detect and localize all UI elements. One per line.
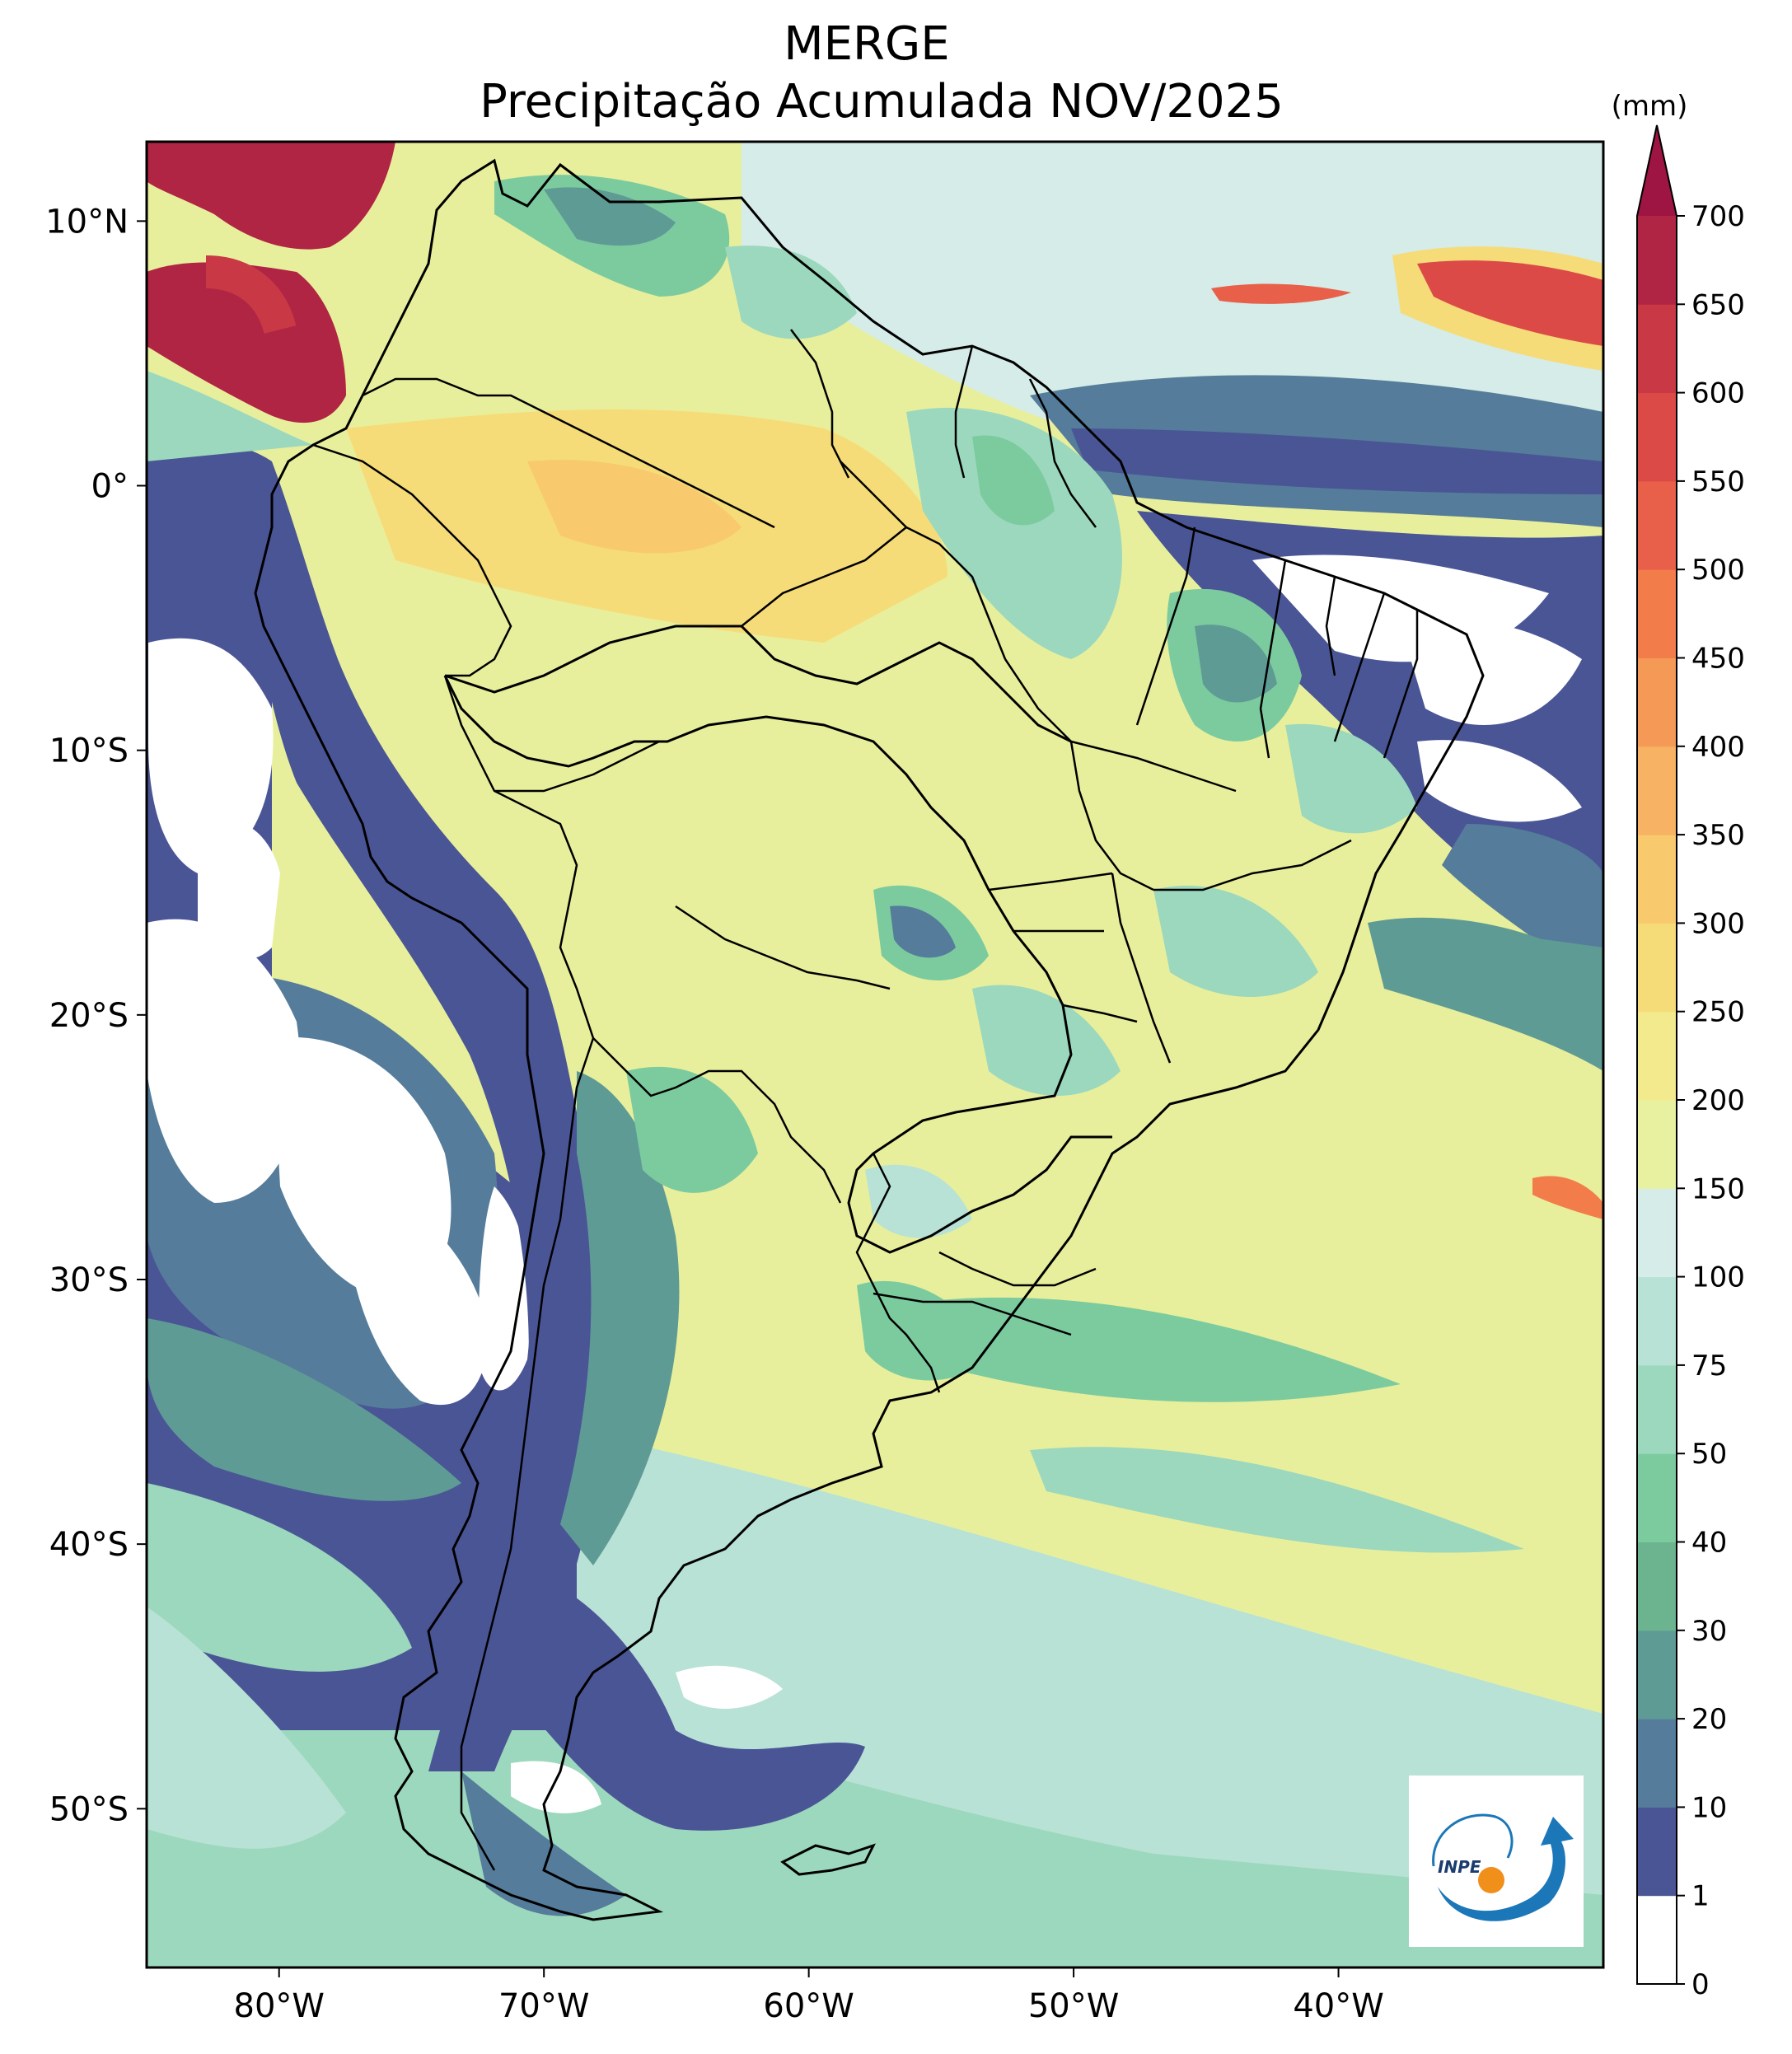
colorbar-segment xyxy=(1637,1895,1677,1985)
country-borders xyxy=(312,377,941,1871)
colorbar-segment xyxy=(1637,1807,1677,1897)
colorbar-segment xyxy=(1637,1100,1677,1189)
colorbar-segment xyxy=(1637,1011,1677,1101)
lat-tick-label: 10°N xyxy=(45,203,129,241)
colorbar-tick-label: 10 xyxy=(1691,1791,1727,1824)
lon-tick-label: 60°W xyxy=(763,1987,854,2025)
colorbar-tick-label: 100 xyxy=(1691,1261,1745,1294)
colorbar-unit: (mm) xyxy=(1612,90,1688,123)
colorbar-tick-label: 40 xyxy=(1691,1527,1727,1560)
logo-orbit xyxy=(1432,1813,1514,1867)
colorbar-segment xyxy=(1637,216,1677,305)
map-frame xyxy=(145,140,1605,1969)
state-borders xyxy=(741,329,1419,1336)
logo-sun-icon xyxy=(1478,1867,1504,1893)
brazil-border xyxy=(443,625,1112,1254)
lat-tick-label: 10°S xyxy=(49,732,129,770)
colorbar-segment xyxy=(1637,835,1677,924)
map-title-line2: Precipitação Acumulada NOV/2025 xyxy=(480,75,1284,129)
coastlines-and-borders xyxy=(254,158,1485,1921)
colorbar-tick-label: 200 xyxy=(1691,1084,1745,1117)
colorbar-tick-label: 30 xyxy=(1691,1615,1727,1648)
colorbar-segment xyxy=(1637,1364,1677,1454)
colorbar-tick-label: 150 xyxy=(1691,1172,1745,1205)
colorbar-tick-label: 350 xyxy=(1691,819,1745,852)
lat-tick-label: 0° xyxy=(91,468,129,506)
colorbar-segment xyxy=(1637,1719,1677,1808)
inpe-logo: INPE xyxy=(1409,1776,1584,1947)
colorbar-outline xyxy=(1636,124,1677,1985)
colorbar-tick-label: 600 xyxy=(1691,377,1745,410)
lat-tick-label: 50°S xyxy=(49,1790,129,1828)
colorbar-tick-label: 250 xyxy=(1691,996,1745,1029)
colorbar-segment xyxy=(1637,1630,1677,1719)
colorbar-tick-label: 300 xyxy=(1691,907,1745,940)
colorbar-segment xyxy=(1637,923,1677,1013)
colorbar-tick-label: 50 xyxy=(1691,1438,1727,1471)
lat-tick-label: 30°S xyxy=(49,1261,129,1299)
south-america-coastline xyxy=(254,158,1485,1921)
colorbar-segment xyxy=(1637,1453,1677,1542)
lon-tick-label: 70°W xyxy=(498,1987,589,2025)
colorbar-tick-label: 700 xyxy=(1691,200,1745,233)
colorbar-tick-label: 550 xyxy=(1691,466,1745,498)
lon-tick-label: 80°W xyxy=(234,1987,325,2025)
map-title-line1: MERGE xyxy=(784,17,949,71)
latitude-axis: 10°N 0° 10°S 20°S 30°S 40°S 50°S xyxy=(45,203,147,1828)
colorbar-segment xyxy=(1637,657,1677,747)
precipitation-field xyxy=(147,142,1603,1967)
longitude-axis: 80°W 70°W 60°W 50°W 40°W xyxy=(234,1967,1384,2025)
colorbar-tick-label: 650 xyxy=(1691,288,1745,321)
lon-tick-label: 50°W xyxy=(1028,1987,1119,2025)
colorbar-segment xyxy=(1637,1542,1677,1631)
colorbar-segment xyxy=(1637,480,1677,570)
colorbar-tick-label: 450 xyxy=(1691,643,1745,676)
colorbar-segment xyxy=(1637,569,1677,658)
map-panel xyxy=(145,140,1605,1969)
colorbar-segment xyxy=(1637,746,1677,835)
colorbar-extend-arrow xyxy=(1637,125,1677,216)
colorbar-tick-label: 20 xyxy=(1691,1703,1727,1736)
colorbar-segment xyxy=(1637,1188,1677,1278)
colorbar-segment xyxy=(1637,304,1677,394)
colorbar-segment xyxy=(1637,1276,1677,1366)
colorbar: (mm) 0 1 10 20 30 40 50 75 100 150 200 250 300 350 400… xyxy=(1612,90,1745,2001)
colorbar-tick-label: 1 xyxy=(1691,1880,1710,1913)
colorbar-tick-label: 75 xyxy=(1691,1350,1727,1383)
colorbar-tick-label: 0 xyxy=(1691,1968,1710,2001)
lat-tick-label: 40°S xyxy=(49,1526,129,1564)
falkland-islands xyxy=(780,1843,876,1876)
colorbar-segment xyxy=(1637,392,1677,482)
colorbar-tick-label: 500 xyxy=(1691,554,1745,587)
lon-tick-label: 40°W xyxy=(1293,1987,1383,2025)
logo-swoosh xyxy=(1438,1817,1574,1921)
lat-tick-label: 20°S xyxy=(49,997,129,1035)
logo-text: INPE xyxy=(1438,1857,1481,1877)
colorbar-tick-label: 400 xyxy=(1691,731,1745,764)
